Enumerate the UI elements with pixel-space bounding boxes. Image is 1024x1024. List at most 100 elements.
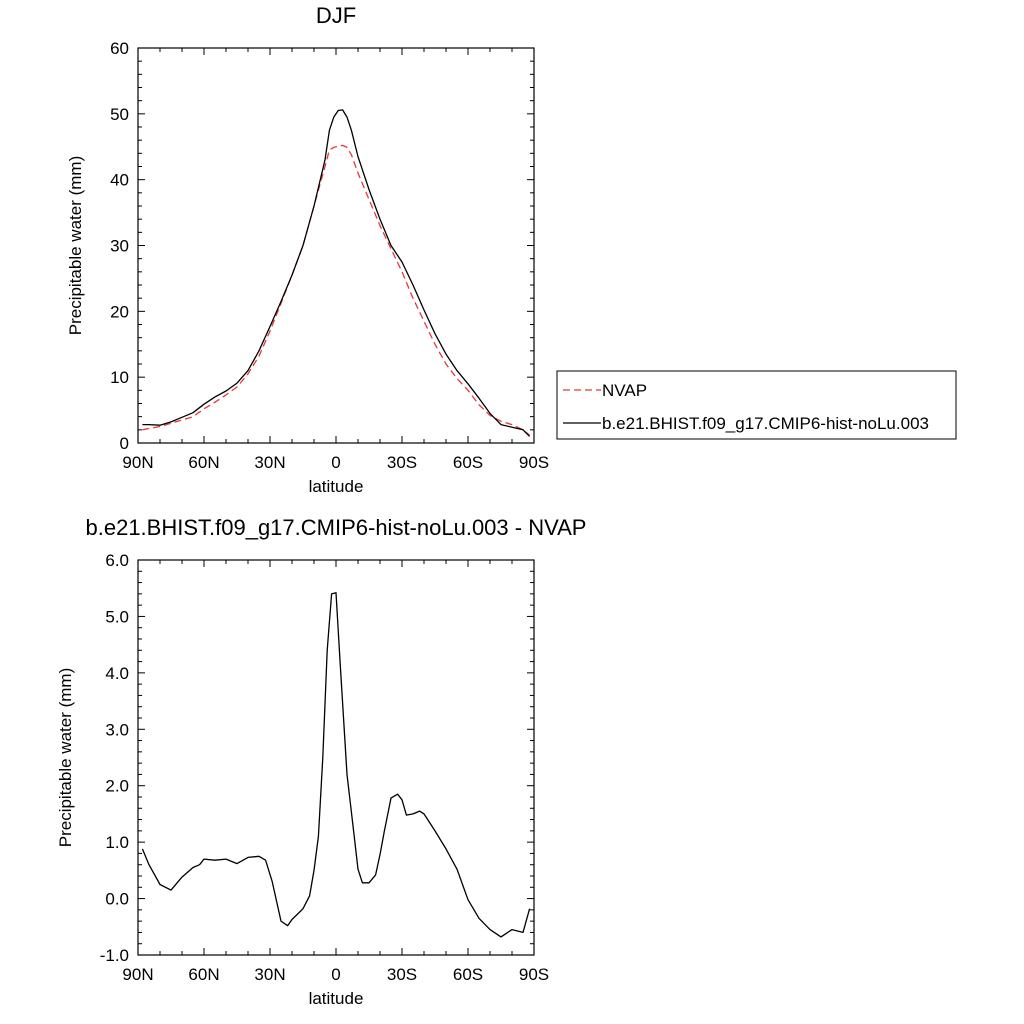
y-tick-label: 10 (110, 368, 129, 387)
data-point (397, 793, 399, 795)
x-axis-label: latitude (309, 989, 364, 1008)
data-point (423, 320, 425, 322)
data-point (357, 868, 359, 870)
data-point (258, 355, 260, 357)
data-point (269, 326, 271, 328)
data-point (199, 864, 201, 866)
y-tick-label: 5.0 (105, 607, 129, 626)
data-point (302, 245, 304, 247)
data-point (335, 592, 337, 594)
data-point (331, 593, 333, 595)
x-tick-label: 60N (188, 965, 219, 984)
data-point (406, 814, 408, 816)
data-point (357, 172, 359, 174)
y-axis-label: Precipitable water (mm) (56, 668, 75, 848)
data-point (269, 330, 271, 332)
y-tick-label: 60 (110, 39, 129, 58)
data-point (340, 666, 342, 668)
data-point (522, 932, 524, 934)
data-point (456, 868, 458, 870)
x-tick-label: 30S (387, 453, 417, 472)
data-point (181, 419, 183, 421)
x-tick-label: 30N (254, 965, 285, 984)
y-tick-label: 30 (110, 237, 129, 256)
data-point (511, 426, 513, 428)
plot-frame (137, 47, 535, 444)
data-point (203, 403, 205, 405)
chart-title: b.e21.BHIST.f09_g17.CMIP6-hist-noLu.003 … (86, 515, 587, 540)
data-point (280, 920, 282, 922)
data-point (333, 116, 335, 118)
data-point (342, 109, 344, 111)
series-line-1 (141, 592, 531, 938)
data-point (434, 333, 436, 335)
chart-bottom-difference: b.e21.BHIST.f09_g17.CMIP6-hist-noLu.003 … (56, 515, 586, 1008)
data-point (412, 813, 414, 815)
data-point (500, 420, 502, 422)
data-point (478, 404, 480, 406)
data-point (214, 401, 216, 403)
data-point (500, 936, 502, 938)
data-point (346, 116, 348, 118)
data-point (142, 429, 144, 431)
data-point (445, 353, 447, 355)
data-point (351, 129, 353, 131)
data-point (362, 882, 364, 884)
data-point (489, 413, 491, 415)
data-point (329, 129, 331, 131)
data-point (419, 810, 421, 812)
data-point (401, 261, 403, 263)
data-point (258, 855, 260, 857)
data-point (148, 428, 150, 430)
data-point (192, 867, 194, 869)
data-point (142, 848, 144, 850)
data-point (384, 830, 386, 832)
y-tick-label: -1.0 (100, 946, 129, 965)
data-point (375, 874, 377, 876)
data-point (291, 274, 293, 276)
data-point (368, 189, 370, 191)
plot-frame (137, 559, 535, 956)
data-point (313, 205, 315, 207)
legend: NVAP b.e21.BHIST.f09_g17.CMIP6-hist-noLu.… (556, 370, 957, 440)
data-point (390, 797, 392, 799)
data-point (522, 429, 524, 431)
data-point (423, 309, 425, 311)
data-point (148, 424, 150, 426)
data-point (489, 929, 491, 931)
data-point (467, 390, 469, 392)
data-point (368, 199, 370, 201)
y-axis-label: Precipitable water (mm) (66, 156, 85, 336)
data-point (236, 382, 238, 384)
data-point (478, 397, 480, 399)
data-point (181, 876, 183, 878)
data-point (148, 864, 150, 866)
data-point (529, 436, 531, 438)
data-point (247, 373, 249, 375)
data-point (333, 147, 335, 149)
y-tick-label: 1.0 (105, 833, 129, 852)
data-point (302, 908, 304, 910)
y-tick-label: 0 (120, 434, 129, 453)
x-tick-label: 60N (188, 453, 219, 472)
y-tick-label: 0.0 (105, 890, 129, 909)
data-point (467, 899, 469, 901)
data-point (351, 154, 353, 156)
data-point (456, 370, 458, 372)
data-point (379, 225, 381, 227)
data-point (346, 774, 348, 776)
x-tick-label: 30S (387, 965, 417, 984)
data-point (467, 383, 469, 385)
data-point (247, 370, 249, 372)
data-point (318, 836, 320, 838)
data-point (529, 908, 531, 910)
data-point (265, 859, 267, 861)
data-point (271, 881, 273, 883)
y-tick-label: 2.0 (105, 777, 129, 796)
data-point (346, 147, 348, 149)
data-point (324, 166, 326, 168)
data-point (445, 848, 447, 850)
y-tick-label: 50 (110, 105, 129, 124)
data-point (203, 408, 205, 410)
x-tick-label: 0 (331, 453, 340, 472)
